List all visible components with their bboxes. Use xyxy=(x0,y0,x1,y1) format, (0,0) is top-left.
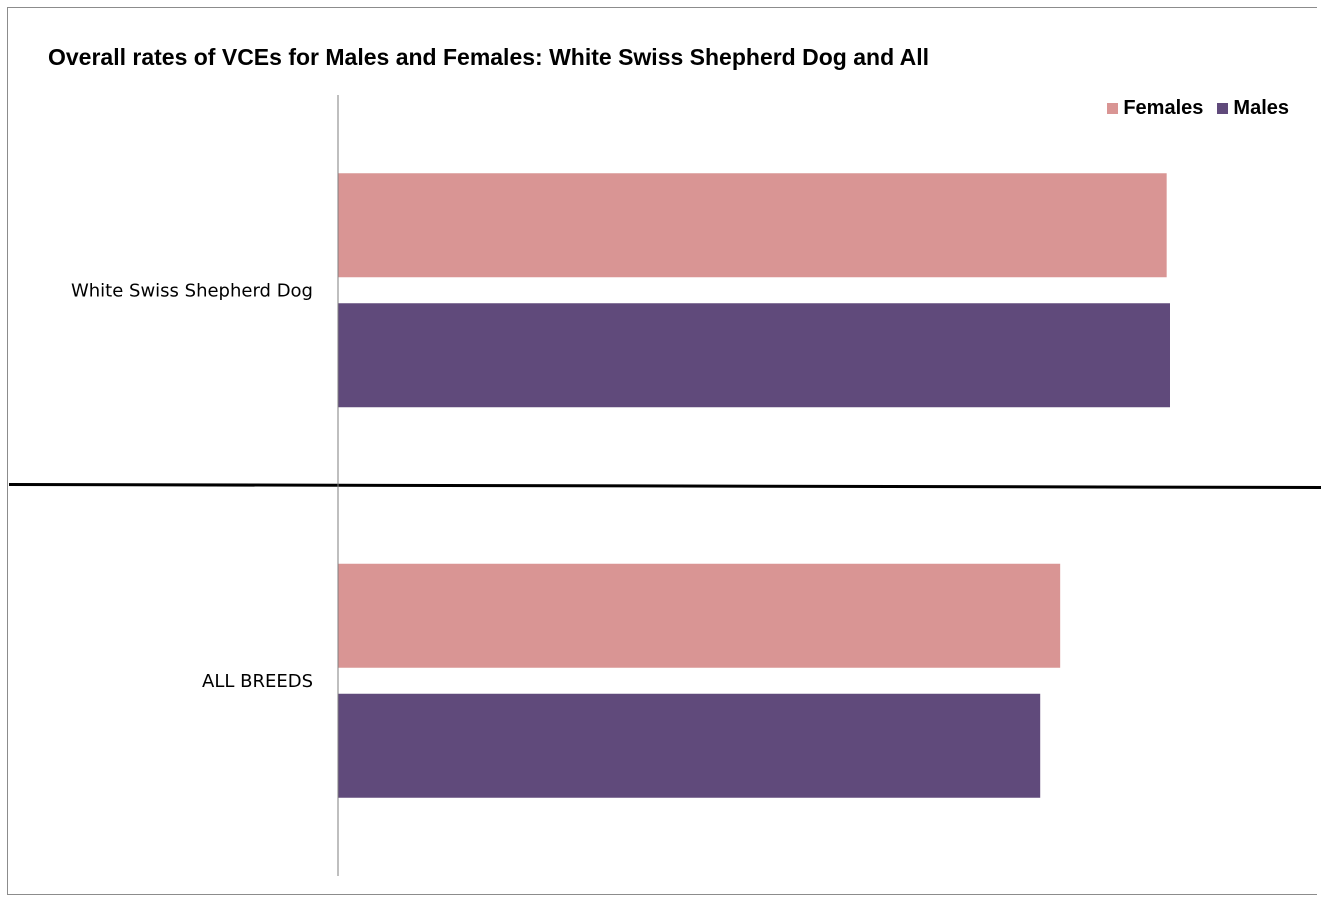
bar-females-0 xyxy=(338,173,1167,278)
legend-swatch-males xyxy=(1217,103,1229,114)
bar-males-1 xyxy=(338,693,1041,798)
category-separator xyxy=(8,483,1321,489)
legend-label: Males xyxy=(1233,97,1289,119)
legend-item-females: Females xyxy=(1107,97,1203,120)
legend-swatch-females xyxy=(1107,103,1119,114)
bar-females-1 xyxy=(338,563,1061,668)
legend-label: Females xyxy=(1123,97,1204,119)
chart-frame xyxy=(7,7,1317,895)
chart-title: Overall rates of VCEs for Males and Fema… xyxy=(48,44,930,70)
category-label: White Swiss Shepherd Dog xyxy=(71,280,313,301)
bar-males-0 xyxy=(338,303,1170,408)
category-label: ALL BREEDS xyxy=(202,671,313,692)
legend: Females Males xyxy=(1093,97,1289,120)
legend-item-males: Males xyxy=(1217,97,1289,120)
